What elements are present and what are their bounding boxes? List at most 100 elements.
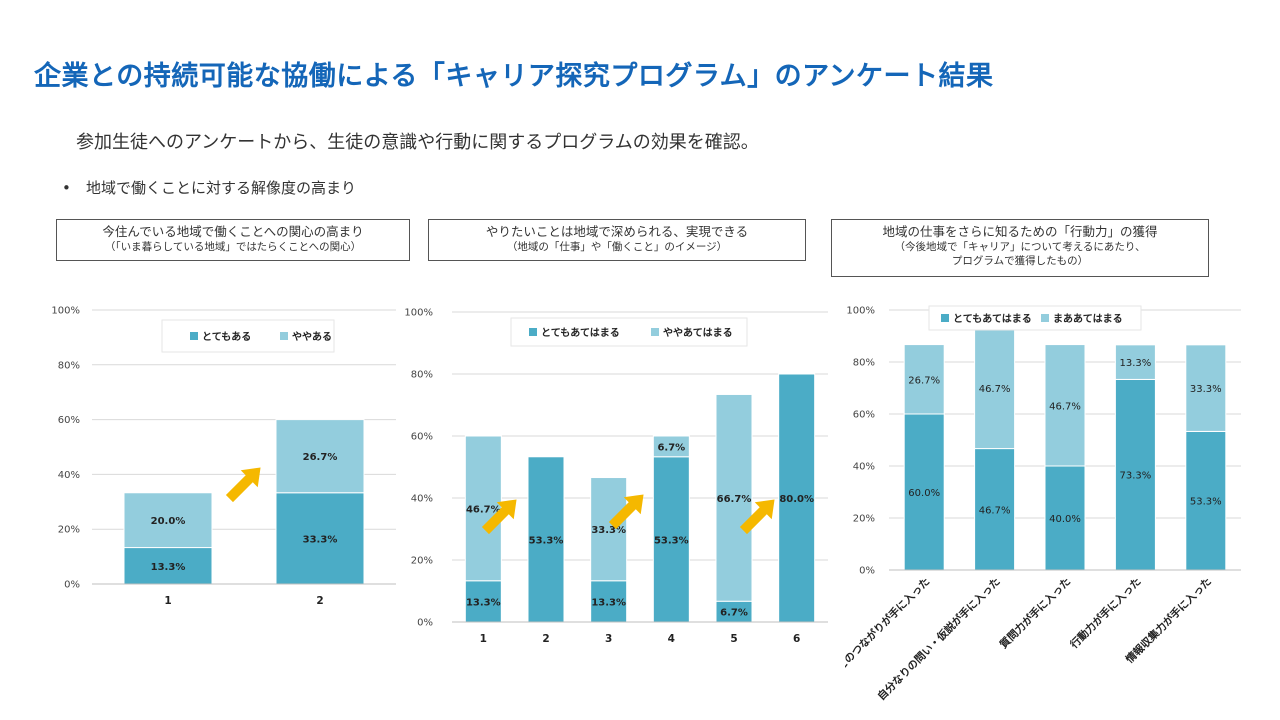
chart2-bar-3-mild: [590, 477, 628, 582]
chart2-ytick-label: 100%: [405, 308, 433, 319]
chart3-bar-3-strong: [1044, 465, 1086, 571]
chart2-bar-2-strong: [527, 456, 565, 623]
chart2-category-label: 5: [730, 633, 737, 645]
chart2-data-label-6-strong: 80.0%: [779, 494, 814, 505]
chart1-legend-label-strong: とてもある: [202, 330, 251, 343]
chart-1-caption: 今住んでいる地域で働くことへの関心の高まり （「いま暮らしている地域」ではたらく…: [56, 219, 410, 261]
chart3-ytick-label: 60%: [853, 410, 875, 421]
chart2-data-label-5-strong: 6.7%: [720, 608, 748, 619]
chart-realize-locally: 0%20%40%60%80%100%13.3%46.7%153.3%213.3%…: [405, 308, 828, 645]
bullet-marker: •: [62, 179, 71, 197]
chart3-ytick-label: 0%: [859, 566, 875, 577]
chart3-bar-2-strong: [974, 448, 1016, 571]
chart1-data-label-2-mild: 26.7%: [303, 452, 338, 463]
chart3-bar-4-mild: [1114, 344, 1156, 380]
chart1-bar-1-mild: [123, 492, 213, 549]
chart-3-caption-line3: プログラムで獲得したもの）: [951, 255, 1089, 267]
chart3-bar-3-mild: [1044, 344, 1086, 467]
chart3-data-label-2-strong: 46.7%: [979, 505, 1011, 516]
chart2-trend-arrow-1-shape: [481, 499, 517, 535]
chart2-data-label-5-mild: 66.7%: [717, 494, 752, 505]
chart1-data-label-1-mild: 20.0%: [151, 516, 186, 527]
chart3-data-label-3-strong: 40.0%: [1049, 514, 1081, 525]
chart2-data-label-4-mild: 6.7%: [657, 442, 685, 453]
chart-2-caption: やりたいことは地域で深められる、実現できる （地域の「仕事」や「働くこと」のイメ…: [428, 219, 806, 261]
chart1-bar-2-mild: [275, 419, 365, 494]
chart3-category-label: 自分なりの問い・仮説が手に入った: [875, 575, 1003, 703]
chart3-ytick-label: 40%: [853, 462, 875, 473]
chart1-ytick-label: 100%: [51, 306, 80, 317]
page-subtitle: 参加生徒へのアンケートから、生徒の意識や行動に関するプログラムの効果を確認。: [76, 132, 759, 153]
chart-1-caption-line1: 今住んでいる地域で働くことへの関心の高まり: [102, 224, 364, 239]
chart3-data-label-5-mild: 33.3%: [1190, 384, 1222, 395]
chart2-ytick-label: 40%: [411, 494, 433, 505]
chart2-category-label: 2: [542, 633, 549, 645]
chart1-category-label: 2: [316, 595, 323, 607]
chart-2-caption-line1: やりたいことは地域で深められる、実現できる: [485, 224, 749, 239]
chart2-ytick-label: 0%: [417, 618, 433, 629]
chart-action-power: 0%20%40%60%80%100%60.0%26.7%人とのつながりが手に入っ…: [845, 305, 1241, 703]
chart2-data-label-2-strong: 53.3%: [529, 535, 564, 546]
chart2-trend-arrow-1: [481, 499, 517, 535]
chart2-data-label-4-strong: 53.3%: [654, 535, 689, 546]
chart3-legend-swatch-mild: [1041, 314, 1049, 322]
chart-3-caption-line1: 地域の仕事をさらに知るための「行動力」の獲得: [882, 224, 1158, 239]
chart1-ytick-label: 80%: [58, 360, 80, 371]
chart3-data-label-5-strong: 53.3%: [1190, 497, 1222, 508]
chart2-legend-swatch-strong: [529, 328, 537, 336]
chart1-category-label: 1: [164, 595, 171, 607]
chart1-bar-2-strong: [275, 492, 365, 585]
bullet-item: • 地域で働くことに対する解像度の高まり: [62, 177, 356, 198]
chart3-legend-swatch-strong: [941, 314, 949, 322]
chart2-legend-swatch-mild: [651, 328, 659, 336]
chart1-data-label-1-strong: 13.3%: [151, 562, 186, 573]
chart1-ytick-label: 40%: [58, 470, 80, 481]
chart2-category-label: 4: [668, 633, 675, 645]
chart3-data-label-1-strong: 60.0%: [908, 488, 940, 499]
chart1-ytick-label: 20%: [58, 525, 80, 536]
chart2-trend-arrow-2: [608, 494, 644, 530]
chart2-trend-arrow-3-shape: [739, 499, 775, 535]
chart2-bar-4-mild: [652, 435, 690, 458]
chart2-data-label-1-mild: 46.7%: [466, 504, 501, 515]
chart3-bar-1-strong: [903, 413, 945, 571]
page-title: 企業との持続可能な協働による「キャリア探究プログラム」のアンケート結果: [34, 61, 994, 92]
chart3-category-label: 質問力が手に入った: [997, 575, 1073, 651]
chart2-ytick-label: 80%: [411, 370, 433, 381]
chart-1-caption-line2: （「いま暮らしている地域」ではたらくことへの関心）: [104, 241, 362, 253]
chart3-ytick-label: 80%: [853, 358, 875, 369]
chart2-legend-label-mild: ややあてはまる: [663, 326, 733, 339]
chart2-category-label: 3: [605, 633, 612, 645]
chart2-ytick-label: 60%: [411, 432, 433, 443]
chart2-bar-5-mild: [715, 393, 753, 602]
chart1-trend-arrow: [225, 467, 261, 503]
chart3-data-label-4-strong: 73.3%: [1120, 471, 1152, 482]
chart2-bar-6-strong: [778, 373, 816, 623]
chart2-data-label-1-strong: 13.3%: [466, 597, 501, 608]
chart3-data-label-4-mild: 13.3%: [1120, 358, 1152, 369]
chart3-ytick-label: 20%: [853, 514, 875, 525]
chart2-data-label-3-mild: 33.3%: [591, 525, 626, 536]
chart2-trend-arrow-3: [739, 499, 775, 535]
chart3-legend-label-strong: とてもあてはまる: [953, 312, 1032, 325]
chart1-trend-arrow-shape: [225, 467, 261, 503]
chart3-bar-5-mild: [1185, 344, 1227, 432]
chart1-ytick-label: 60%: [58, 415, 80, 426]
chart-interest-local-work: 0% 20% 40% 60% 80% 100% 13.3% 20.0% 1 33.3% 26.7% 2…: [51, 306, 396, 607]
chart1-legend-swatch-mild: [280, 332, 288, 340]
chart3-data-label-1-mild: 26.7%: [908, 375, 940, 386]
chart3-data-label-3-mild: 46.7%: [1049, 401, 1081, 412]
chart3-category-label: 行動力が手に入った: [1067, 575, 1144, 652]
chart-2-caption-line2: （地域の「仕事」や「働くこと」のイメージ）: [506, 241, 728, 253]
chart-3-caption: 地域の仕事をさらに知るための「行動力」の獲得 （今後地域で「キャリア」について考…: [831, 219, 1209, 277]
chart2-legend-label-strong: とてもあてはまる: [541, 326, 620, 339]
chart1-legend-label-mild: ややある: [292, 330, 332, 343]
chart1-legend-swatch-strong: [190, 332, 198, 340]
chart2-legend-box: [510, 317, 748, 347]
chart3-ytick-label: 100%: [846, 306, 875, 317]
chart2-data-label-3-strong: 13.3%: [591, 597, 626, 608]
chart1-data-label-2-strong: 33.3%: [303, 534, 338, 545]
chart2-category-label: 6: [793, 633, 800, 645]
chart2-trend-arrow-2-shape: [608, 494, 644, 530]
chart2-ytick-label: 20%: [411, 556, 433, 567]
